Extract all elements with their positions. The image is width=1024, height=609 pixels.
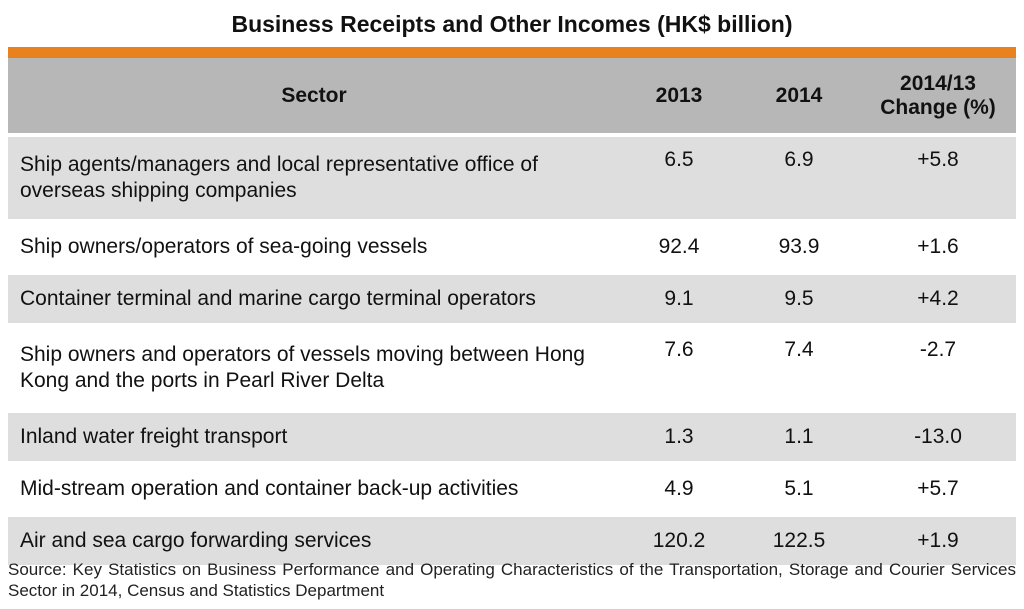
cell-change: -2.7	[860, 325, 1016, 413]
cell-change: +5.8	[860, 135, 1016, 223]
cell-2014: 122.5	[738, 515, 860, 569]
cell-change: +5.7	[860, 463, 1016, 517]
header-change: 2014/13 Change (%)	[860, 58, 1016, 137]
cell-sector: Air and sea cargo forwarding services	[8, 515, 620, 569]
cell-sector: Mid-stream operation and container back-…	[8, 463, 620, 517]
header-2014: 2014	[738, 58, 860, 137]
cell-change: +4.2	[860, 273, 1016, 327]
cell-2014: 1.1	[738, 411, 860, 465]
cell-2014: 6.9	[738, 135, 860, 223]
page-title: Business Receipts and Other Incomes (HK$…	[231, 11, 793, 37]
cell-2013: 1.3	[620, 411, 738, 465]
header-change-line2: Change (%)	[880, 95, 996, 119]
cell-sector: Ship owners and operators of vessels mov…	[8, 325, 620, 413]
data-table: Sector 2013 2014 2014/13 Change (%) Ship…	[8, 58, 1016, 569]
cell-sector: Ship agents/managers and local represent…	[8, 135, 620, 223]
table-row: Inland water freight transport 1.3 1.1 -…	[8, 411, 1016, 465]
header-change-line1: 2014/13	[900, 71, 976, 95]
cell-2013: 6.5	[620, 135, 738, 223]
cell-sector: Inland water freight transport	[8, 411, 620, 465]
cell-2014: 93.9	[738, 221, 860, 275]
table-row: Ship owners/operators of sea-going vesse…	[8, 221, 1016, 275]
header-sector: Sector	[8, 58, 620, 137]
cell-2013: 120.2	[620, 515, 738, 569]
table-header-row: Sector 2013 2014 2014/13 Change (%)	[8, 58, 1016, 137]
cell-change: +1.9	[860, 515, 1016, 569]
cell-2013: 7.6	[620, 325, 738, 413]
cell-2014: 9.5	[738, 273, 860, 327]
table-row: Ship owners and operators of vessels mov…	[8, 325, 1016, 413]
cell-sector: Container terminal and marine cargo term…	[8, 273, 620, 327]
cell-2013: 4.9	[620, 463, 738, 517]
cell-sector: Ship owners/operators of sea-going vesse…	[8, 221, 620, 275]
accent-bar	[8, 47, 1016, 58]
table-row: Container terminal and marine cargo term…	[8, 273, 1016, 327]
cell-change: -13.0	[860, 411, 1016, 465]
table-row: Ship agents/managers and local represent…	[8, 135, 1016, 223]
cell-2014: 5.1	[738, 463, 860, 517]
cell-2013: 92.4	[620, 221, 738, 275]
table-row: Mid-stream operation and container back-…	[8, 463, 1016, 517]
cell-2014: 7.4	[738, 325, 860, 413]
cell-change: +1.6	[860, 221, 1016, 275]
source-note: Source: Key Statistics on Business Perfo…	[8, 560, 1016, 600]
header-2013: 2013	[620, 58, 738, 137]
cell-2013: 9.1	[620, 273, 738, 327]
table-row: Air and sea cargo forwarding services 12…	[8, 515, 1016, 569]
